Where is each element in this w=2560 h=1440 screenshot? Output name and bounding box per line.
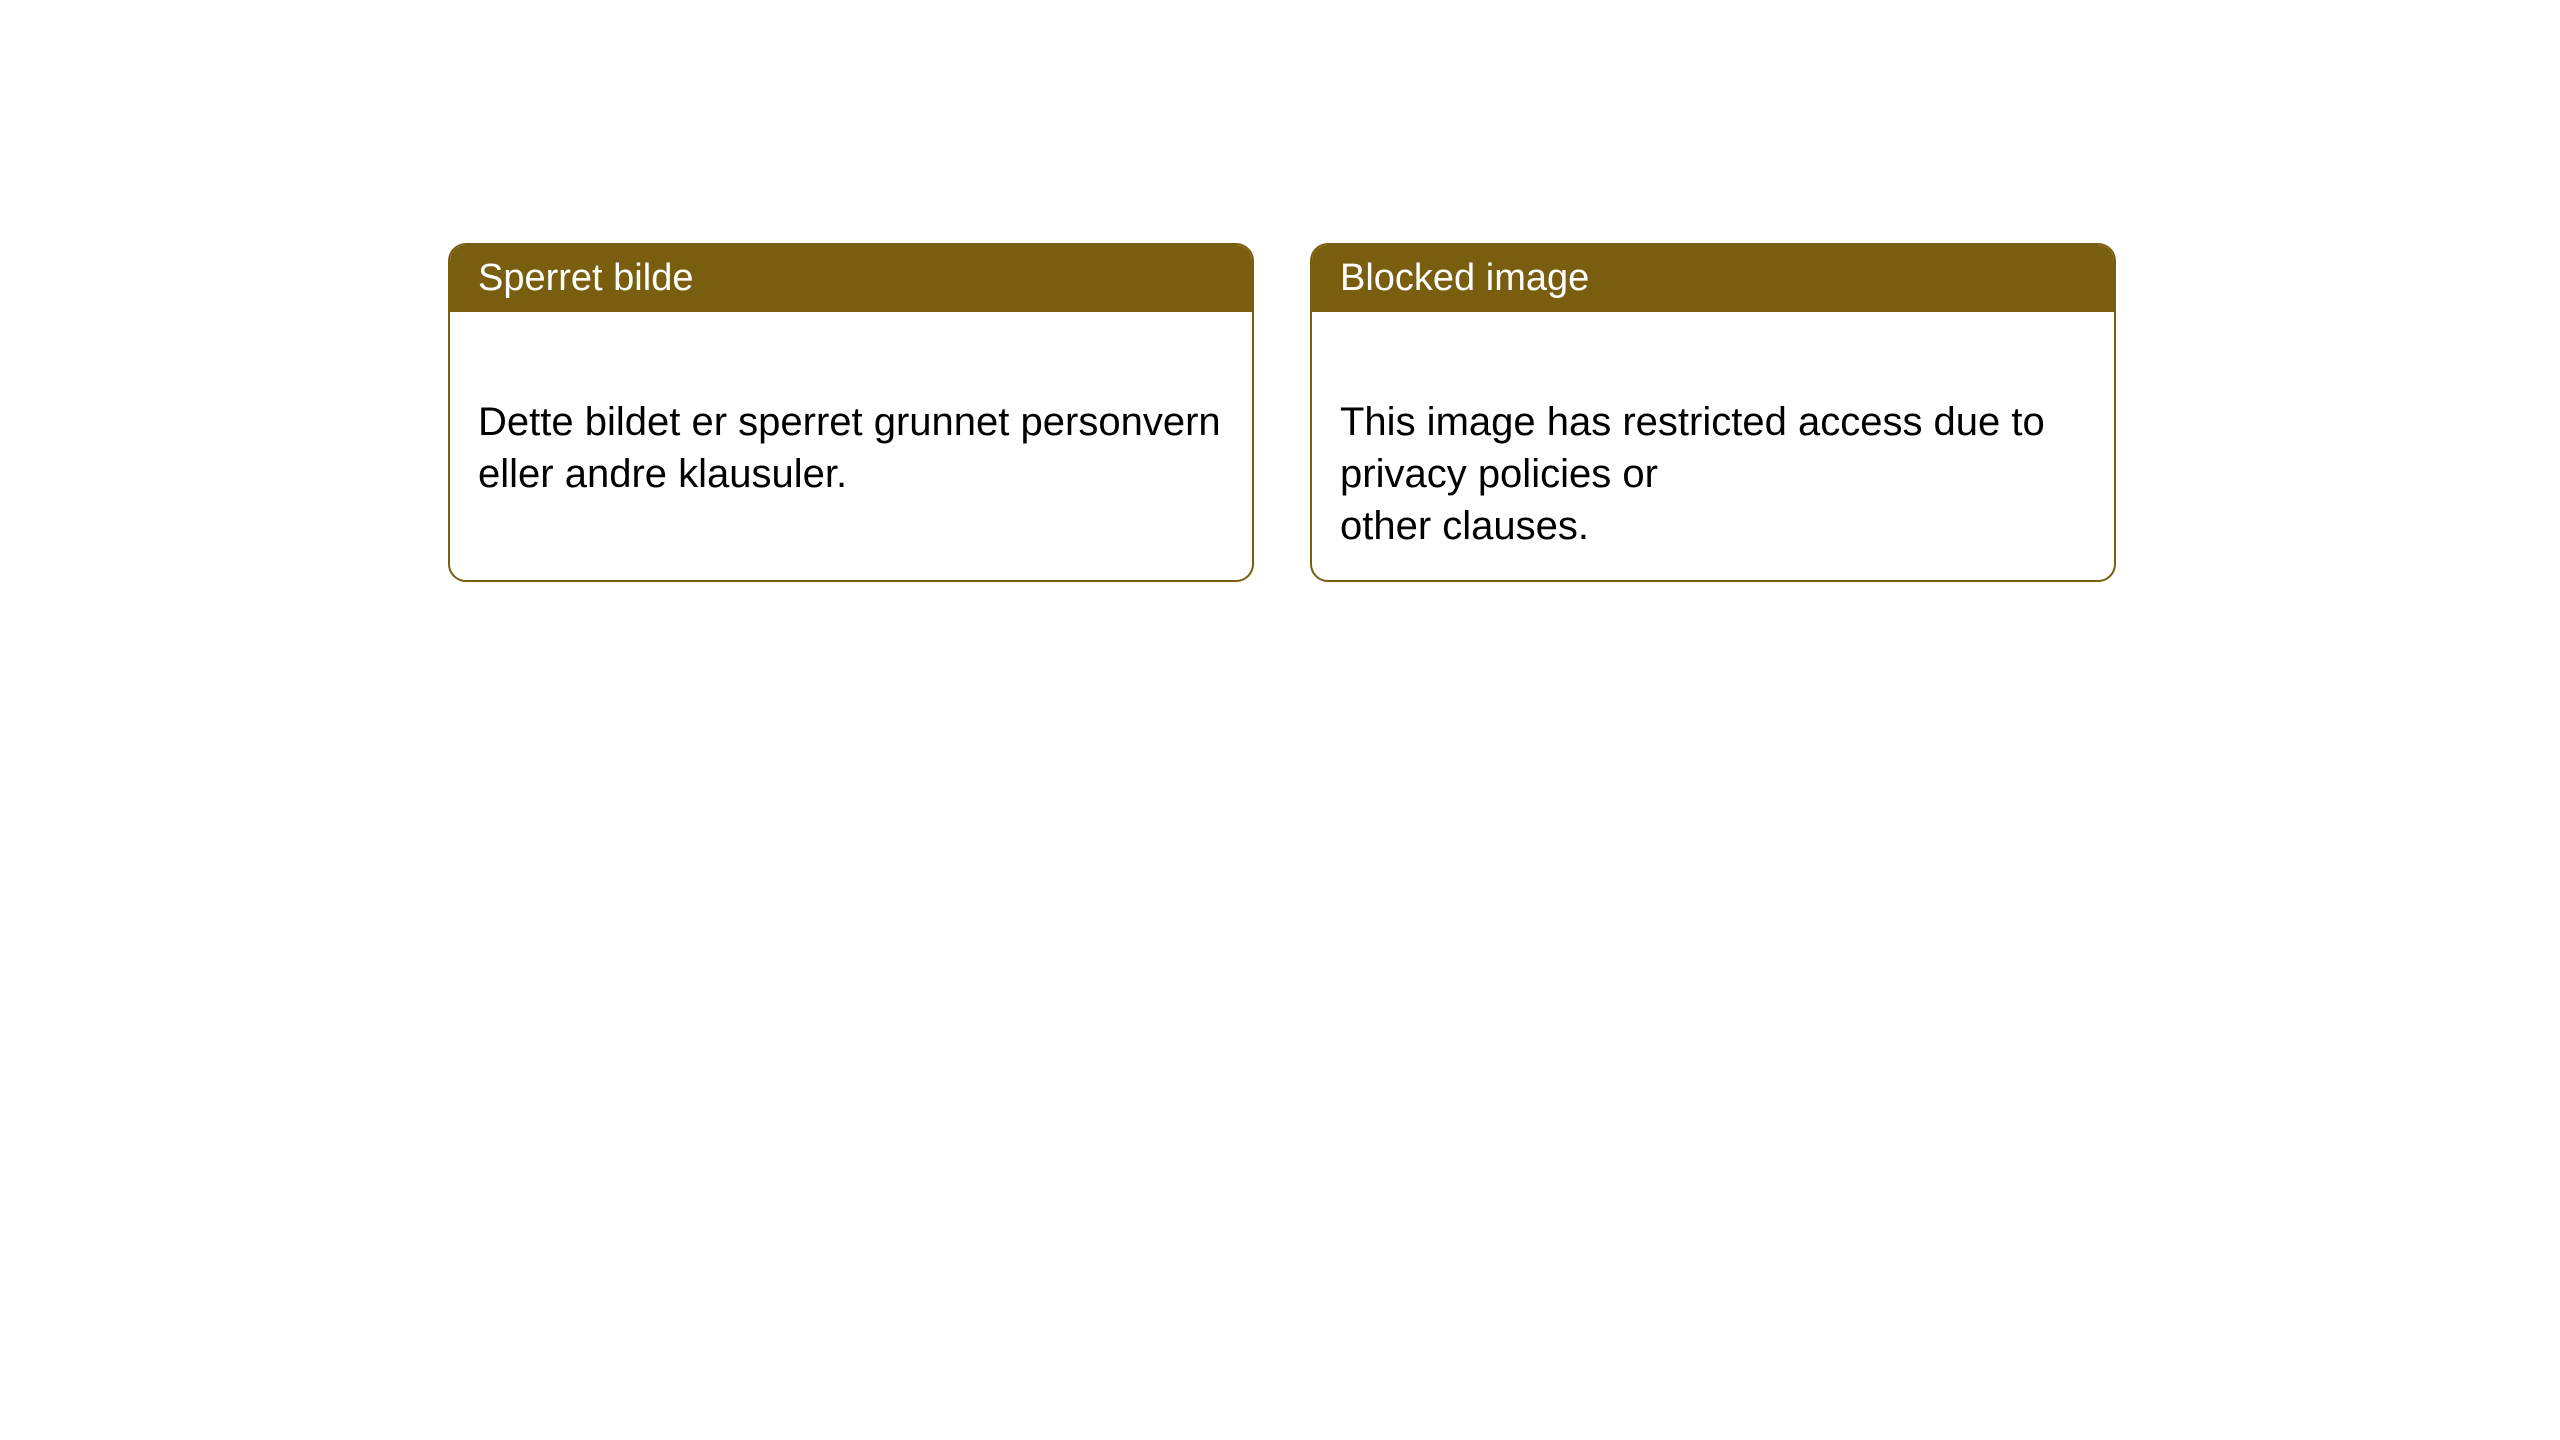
notice-message: This image has restricted access due to … [1340, 400, 2045, 548]
notice-card-norwegian: Sperret bilde Dette bildet er sperret gr… [448, 243, 1254, 582]
notice-title: Sperret bilde [478, 257, 693, 299]
notice-title: Blocked image [1340, 257, 1589, 299]
notice-body: This image has restricted access due to … [1312, 312, 2114, 582]
notice-header: Blocked image [1312, 245, 2114, 312]
notice-header: Sperret bilde [450, 245, 1252, 312]
notice-body: Dette bildet er sperret grunnet personve… [450, 312, 1252, 532]
notice-container: Sperret bilde Dette bildet er sperret gr… [448, 243, 2116, 582]
notice-message: Dette bildet er sperret grunnet personve… [478, 400, 1221, 496]
notice-card-english: Blocked image This image has restricted … [1310, 243, 2116, 582]
